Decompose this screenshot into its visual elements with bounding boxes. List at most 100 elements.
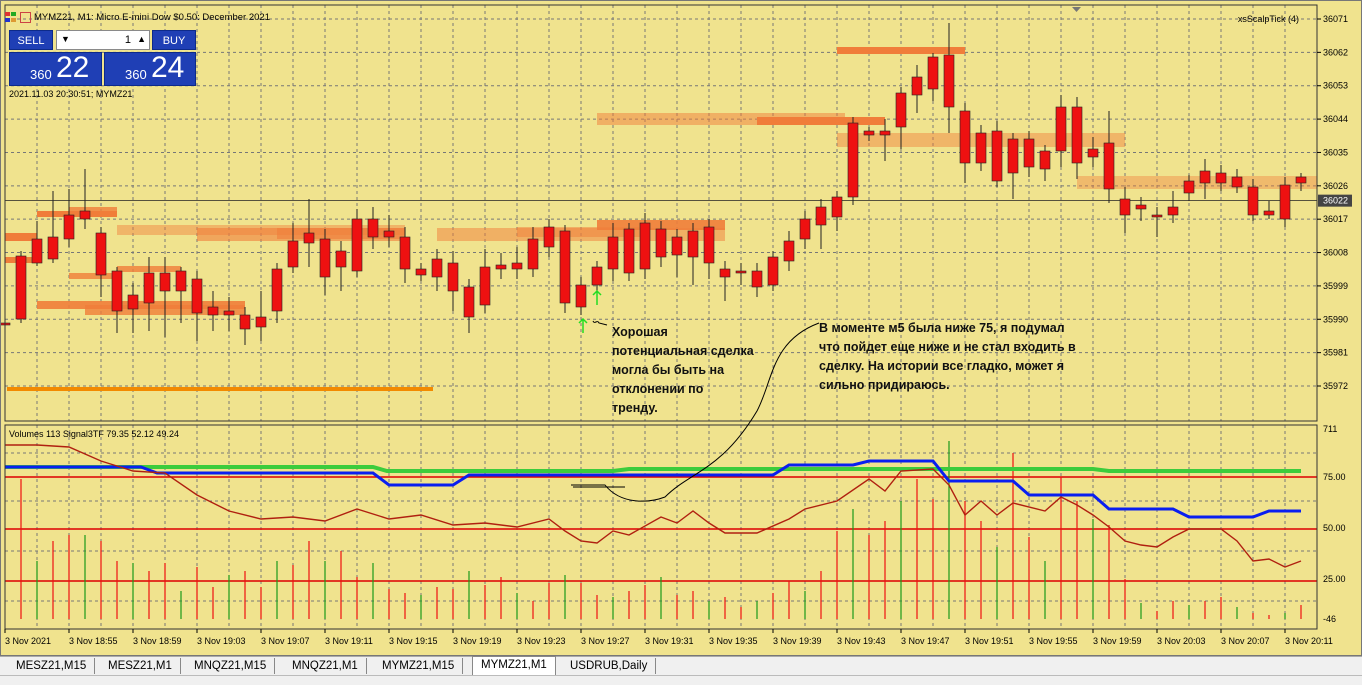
price-axis-label: 35981: [1323, 348, 1348, 358]
bear-candle: [207, 306, 219, 316]
lot-value[interactable]: 1: [124, 34, 131, 46]
oscillator-axis-label: -46: [1323, 614, 1336, 624]
time-axis-label: 3 Nov 18:59: [133, 636, 182, 646]
bear-candle: [1263, 210, 1275, 216]
tab-mesz21-m15[interactable]: MESZ21,M15: [8, 658, 96, 674]
bid-price[interactable]: 360 22: [9, 51, 102, 86]
trade-icon[interactable]: [20, 11, 31, 23]
price-zone: [69, 273, 117, 279]
ask-price[interactable]: 360 24: [104, 51, 196, 86]
bear-candle: [927, 56, 939, 90]
bear-candle: [671, 236, 683, 256]
bear-candle: [943, 54, 955, 108]
bear-candle: [1023, 138, 1035, 168]
time-axis-label: 3 Nov 19:07: [261, 636, 310, 646]
bear-candle: [1215, 172, 1227, 184]
price-zone: [69, 207, 117, 217]
bear-candle: [687, 230, 699, 258]
signal-line-blue: [5, 459, 1301, 519]
time-axis-label: 3 Nov 19:23: [517, 636, 566, 646]
bear-candle: [751, 270, 763, 288]
buy-arrow-icon: [592, 289, 602, 305]
chart-window[interactable]: 36071 36062 36053 36044 36035 36026 36017 36008…: [0, 0, 1362, 656]
bear-candle: [559, 230, 571, 304]
ask-price-big: 24: [151, 51, 185, 84]
lot-size-input[interactable]: ▼ 1 ▲: [56, 30, 150, 50]
time-axis-label: 3 Nov 19:39: [773, 636, 822, 646]
chart-title-bar: MYMZ21, M1: Micro E-mini Dow $0.50: Dece…: [5, 10, 270, 24]
bear-candle: [1247, 186, 1259, 216]
oscillator-axis-label: 711: [1323, 424, 1337, 434]
bear-candle: [1135, 204, 1147, 210]
bear-candle: [127, 294, 139, 310]
bear-candle: [991, 130, 1003, 182]
time-axis-label: 3 Nov 19:47: [901, 636, 950, 646]
bear-candle: [1103, 142, 1115, 190]
bid-price-big: 22: [56, 51, 90, 84]
lot-decrease-icon[interactable]: ▼: [61, 34, 70, 44]
price-axis-label: 36044: [1323, 114, 1348, 124]
bear-candle: [1167, 206, 1179, 216]
chart-window-icon: [5, 11, 17, 23]
one-click-trading-panel: SELL ▼ 1 ▲ BUY 360 22 360 24: [9, 30, 196, 86]
price-zone: [517, 227, 645, 237]
bear-candle: [463, 286, 475, 318]
time-axis-label: 3 Nov 20:11: [1285, 636, 1333, 646]
bear-candle: [735, 270, 747, 274]
bear-candle: [1183, 180, 1195, 194]
bear-candle: [591, 266, 603, 286]
tab-mnqz21-m15[interactable]: MNQZ21,M15: [186, 658, 276, 674]
bear-candle: [1055, 106, 1067, 152]
time-axis-label: 3 Nov 19:19: [453, 636, 502, 646]
bear-candle: [1199, 170, 1211, 184]
bear-candle: [959, 110, 971, 164]
time-axis-label: 3 Nov 19:59: [1093, 636, 1142, 646]
price-zone: [837, 47, 965, 54]
bear-candle: [879, 130, 891, 136]
bear-candle: [79, 210, 91, 220]
bear-candle: [975, 132, 987, 164]
bear-candle: [383, 230, 395, 238]
time-axis-label: 3 Nov 19:27: [581, 636, 630, 646]
bear-candle: [527, 238, 539, 270]
bear-candle: [799, 218, 811, 240]
axes: 36071 36062 36053 36044 36035 36026 36017 36008…: [4, 4, 1352, 646]
ask-price-small: 360: [125, 67, 147, 82]
bear-candle: [223, 310, 235, 316]
price-axis-label: 35990: [1323, 314, 1348, 324]
current-price-label: 36022: [1323, 196, 1348, 206]
time-axis-label: 3 Nov 19:11: [325, 636, 373, 646]
chart-tabs: MESZ21,M15 MESZ21,M1 MNQZ21,M15 MNQZ21,M1 MY…: [0, 656, 1362, 675]
price-axis-label: 36062: [1323, 47, 1348, 57]
bear-candle: [1007, 138, 1019, 174]
bear-candle: [351, 218, 363, 272]
tab-mymz21-m15[interactable]: MYMZ21,M15: [374, 658, 464, 674]
chart-shift-icon: [1072, 7, 1081, 12]
time-axis-label: 3 Nov 19:51: [965, 636, 1014, 646]
bear-candle: [367, 218, 379, 238]
price-zone: [277, 228, 405, 239]
tab-mesz21-m1[interactable]: MESZ21,M1: [100, 658, 181, 674]
bear-candle: [1231, 176, 1243, 188]
bear-candle: [255, 316, 267, 328]
annotation-right: В моменте м5 была ниже 75, я подумал что…: [819, 321, 1076, 392]
bear-candle: [495, 264, 507, 270]
chart-canvas[interactable]: 36071 36062 36053 36044 36035 36026 36017 36008…: [1, 1, 1362, 656]
lot-increase-icon[interactable]: ▲: [137, 34, 146, 44]
bear-candle: [143, 272, 155, 304]
timestamp-label: 2021.11.03 20:30:51; MYMZ21: [9, 89, 133, 99]
price-zone-line: [7, 387, 433, 391]
price-axis-label: 36008: [1323, 248, 1348, 258]
candles: [1, 23, 1307, 345]
bear-candle: [447, 262, 459, 292]
time-axis-label: 3 Nov 19:03: [197, 636, 246, 646]
price-axis-label: 36026: [1323, 181, 1348, 191]
tab-usdrub-daily[interactable]: USDRUB,Daily: [562, 658, 657, 674]
sell-button[interactable]: SELL: [9, 30, 53, 50]
subwindow-frame: [4, 424, 1318, 630]
buy-button[interactable]: BUY: [152, 30, 196, 50]
bear-candle: [63, 214, 75, 240]
tab-mnqz21-m1[interactable]: MNQZ21,M1: [284, 658, 367, 674]
time-axis-label: 3 Nov 18:55: [69, 636, 118, 646]
tab-mymz21-m1[interactable]: MYMZ21,M1: [472, 656, 556, 675]
